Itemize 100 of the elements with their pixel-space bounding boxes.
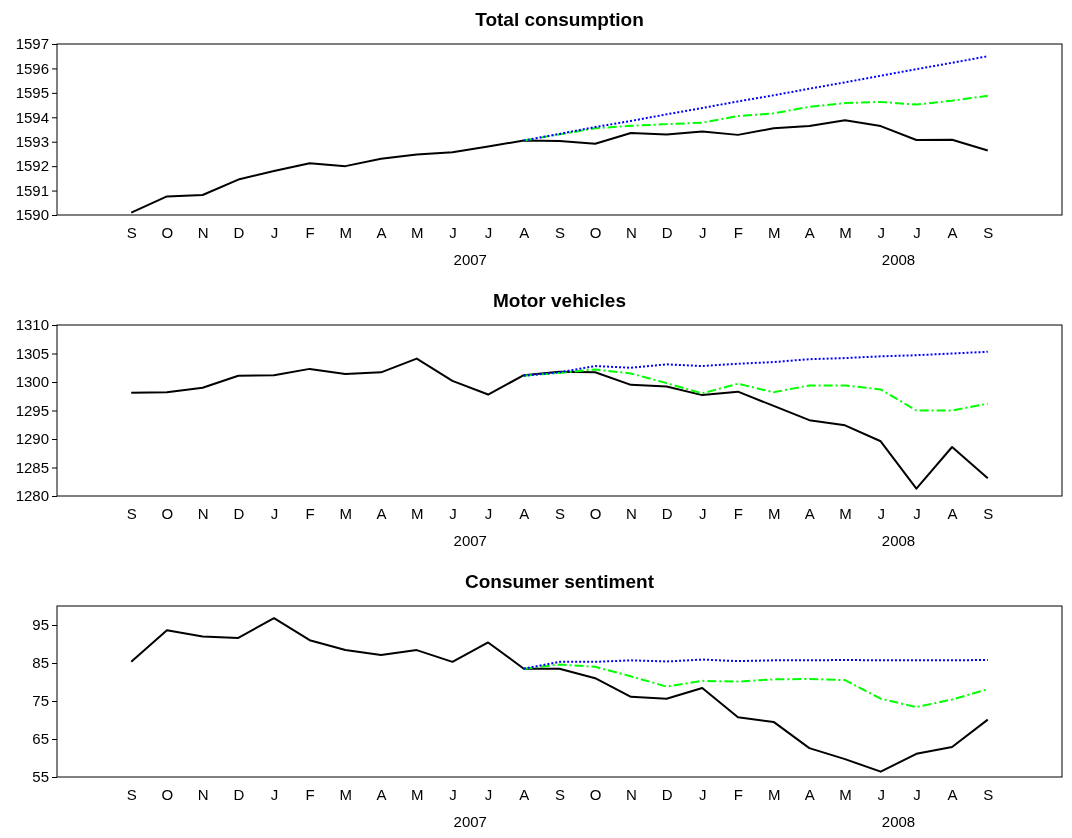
x-tick-label: O	[589, 223, 602, 241]
x-tick-label: N	[197, 504, 209, 522]
y-tick-label: 1305	[15, 344, 49, 362]
x-tick-label: S	[554, 223, 566, 241]
x-tick-label: J	[913, 223, 921, 241]
x-tick-label: N	[625, 223, 637, 241]
text: 2007	[453, 532, 487, 549]
y-tick-label: 1310	[15, 316, 49, 334]
y-tick-label: 1591	[15, 181, 49, 199]
x-tick-label: M	[339, 223, 353, 241]
x-tick-label: M	[839, 223, 852, 241]
x-tick-label: M	[410, 785, 424, 803]
x-tick-label: A	[804, 504, 815, 522]
text: 2008	[881, 813, 916, 830]
y-tick-label: 1594	[15, 108, 49, 126]
x-tick-label: S	[554, 504, 566, 522]
y-tick-label: 1596	[15, 59, 49, 77]
x-tick-label: M	[767, 223, 781, 241]
x-tick-label: J	[913, 785, 921, 803]
x-tick-label: F	[733, 504, 744, 522]
x-tick-label: J	[877, 785, 885, 803]
chart-title: Total consumption	[475, 9, 644, 30]
text: 2007	[453, 251, 487, 268]
x-tick-label: J	[484, 504, 493, 522]
x-tick-label: F	[305, 785, 315, 803]
chart-title: Motor vehicles	[492, 290, 627, 311]
line-series	[522, 663, 989, 709]
y-tick-label: 1285	[15, 458, 49, 476]
y-tick-label: 75	[32, 692, 49, 710]
x-tick-label: F	[305, 504, 315, 522]
x-tick-label: D	[661, 785, 673, 803]
y-tick-label: 1295	[15, 401, 49, 419]
x-tick-label: S	[126, 785, 137, 803]
x-tick-label: M	[839, 504, 852, 522]
x-tick-label: A	[804, 785, 815, 803]
text: 2007	[453, 813, 487, 830]
x-tick-label: N	[625, 504, 637, 522]
y-tick-label: 55	[32, 768, 49, 786]
x-tick-label: J	[484, 223, 493, 241]
x-tick-label: A	[519, 504, 530, 522]
x-tick-label: A	[947, 785, 958, 803]
x-tick-label: A	[376, 785, 387, 803]
x-tick-label: A	[376, 504, 387, 522]
x-tick-label: F	[733, 223, 744, 241]
x-tick-label: N	[197, 223, 209, 241]
y-tick-label: 65	[32, 730, 49, 748]
x-tick-label: S	[554, 785, 566, 803]
x-tick-label: J	[699, 223, 707, 241]
x-tick-label: F	[305, 223, 315, 241]
x-tick-label: M	[767, 504, 781, 522]
x-tick-label: D	[661, 223, 673, 241]
y-tick-label: 1590	[15, 206, 49, 224]
x-tick-label: A	[804, 223, 815, 241]
x-tick-label: S	[983, 504, 994, 522]
x-tick-label: J	[449, 785, 457, 803]
line-series	[522, 658, 989, 670]
x-tick-label: J	[270, 504, 279, 522]
x-tick-label: O	[589, 785, 602, 803]
line-series	[130, 617, 989, 773]
x-tick-label: A	[947, 504, 958, 522]
y-tick-label: 1300	[15, 373, 49, 391]
x-tick-label: M	[410, 504, 424, 522]
x-tick-label: F	[733, 785, 744, 803]
x-tick-label: S	[126, 504, 137, 522]
x-tick-label: A	[947, 223, 958, 241]
line-series	[130, 357, 989, 490]
y-tick-label: 85	[32, 654, 49, 672]
chart-title: Consumer sentiment	[465, 571, 655, 592]
x-tick-label: N	[197, 785, 209, 803]
x-tick-label: S	[126, 223, 137, 241]
y-tick-label: 95	[32, 616, 49, 634]
x-tick-label: J	[877, 223, 885, 241]
x-tick-label: N	[625, 785, 637, 803]
y-tick-label: 1290	[15, 430, 49, 448]
x-tick-label: A	[519, 785, 530, 803]
x-tick-label: O	[589, 504, 602, 522]
x-tick-label: J	[270, 785, 279, 803]
x-tick-label: J	[484, 785, 493, 803]
x-tick-label: J	[449, 504, 457, 522]
text: 2008	[881, 251, 916, 268]
x-tick-label: S	[983, 785, 994, 803]
x-tick-label: O	[161, 223, 174, 241]
text: 2008	[881, 532, 916, 549]
x-tick-label: D	[661, 504, 673, 522]
x-tick-label: M	[339, 785, 353, 803]
x-tick-label: S	[983, 223, 994, 241]
x-tick-label: J	[913, 504, 921, 522]
x-tick-label: J	[699, 785, 707, 803]
y-tick-label: 1592	[15, 157, 49, 175]
x-tick-label: A	[519, 223, 530, 241]
x-tick-label: O	[161, 785, 174, 803]
y-tick-label: 1595	[15, 84, 49, 102]
x-tick-label: D	[233, 785, 245, 803]
x-tick-label: A	[376, 223, 387, 241]
y-tick-label: 1593	[15, 133, 49, 151]
x-tick-label: D	[233, 223, 245, 241]
y-tick-label: 1597	[15, 35, 49, 53]
x-tick-label: J	[699, 504, 707, 522]
x-tick-label: M	[767, 785, 781, 803]
line-series	[522, 350, 989, 377]
